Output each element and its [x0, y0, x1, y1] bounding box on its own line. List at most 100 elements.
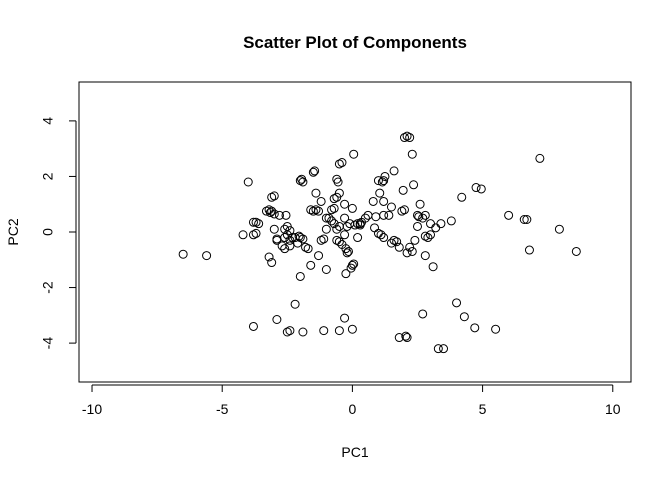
data-point: [308, 206, 318, 216]
data-point: [399, 205, 409, 215]
data-point: [267, 206, 277, 216]
data-point: [301, 242, 311, 252]
data-point: [409, 180, 419, 190]
data-point: [368, 196, 378, 206]
data-point: [504, 210, 514, 220]
data-point: [272, 315, 282, 324]
data-point: [269, 224, 279, 234]
data-point: [251, 228, 261, 238]
data-point: [426, 219, 436, 229]
data-point: [491, 324, 501, 334]
y-tick-label: 4: [40, 117, 56, 125]
data-point: [375, 188, 385, 198]
data-points: [178, 131, 581, 354]
data-point: [379, 196, 389, 206]
y-axis: -4 -2 0 2 4: [40, 117, 77, 350]
data-point: [311, 205, 321, 215]
data-point: [298, 177, 308, 187]
data-point: [261, 206, 271, 216]
data-point: [379, 210, 389, 220]
data-point: [360, 213, 370, 223]
data-point: [243, 177, 253, 187]
data-point: [321, 224, 331, 234]
data-point: [340, 199, 350, 209]
data-point: [420, 210, 430, 220]
data-point: [380, 171, 390, 181]
data-point: [251, 217, 261, 227]
data-point: [402, 333, 412, 343]
y-tick-label: -4: [40, 337, 56, 350]
data-point: [295, 233, 305, 243]
data-point: [295, 271, 305, 281]
data-point: [334, 159, 344, 169]
data-point: [321, 265, 331, 274]
data-point: [407, 149, 417, 159]
data-point: [294, 231, 304, 241]
x-tick-label: 5: [479, 401, 487, 417]
data-point: [254, 219, 264, 229]
data-point: [431, 223, 441, 233]
data-point: [306, 260, 316, 270]
data-point: [329, 203, 339, 213]
data-point: [355, 220, 365, 230]
x-tick-label: -10: [82, 401, 102, 417]
data-point: [436, 219, 446, 229]
data-point: [290, 299, 300, 309]
data-point: [327, 205, 337, 215]
data-point: [415, 199, 425, 209]
data-point: [353, 219, 363, 229]
data-point: [428, 262, 438, 272]
data-point: [420, 251, 430, 261]
data-point: [471, 183, 481, 193]
data-point: [333, 177, 343, 187]
data-point: [337, 158, 347, 168]
data-point: [265, 208, 275, 218]
data-point: [248, 230, 258, 240]
data-point: [310, 166, 320, 176]
data-point: [420, 231, 430, 241]
data-point: [452, 298, 462, 308]
data-point: [459, 312, 469, 322]
data-point: [349, 149, 359, 159]
data-point: [341, 244, 351, 254]
data-point: [319, 326, 329, 336]
data-point: [402, 248, 412, 258]
data-point: [332, 224, 342, 234]
y-axis-label: PC2: [5, 218, 21, 245]
data-point: [343, 246, 353, 256]
data-point: [334, 237, 344, 247]
data-point: [327, 216, 337, 226]
data-point: [285, 235, 295, 245]
data-point: [446, 216, 456, 226]
data-point: [285, 226, 295, 236]
data-point: [295, 176, 305, 186]
data-point: [324, 213, 334, 223]
x-tick-label: 0: [348, 401, 356, 417]
y-tick-label: 0: [40, 228, 56, 236]
data-point: [399, 133, 409, 143]
data-point: [405, 133, 415, 143]
data-point: [379, 233, 389, 243]
data-point: [303, 244, 313, 254]
chart-title: Scatter Plot of Components: [243, 33, 467, 52]
data-point: [280, 244, 290, 254]
data-point: [329, 194, 339, 204]
data-point: [269, 191, 279, 201]
x-axis: -10 -5 0 5 10: [82, 384, 621, 417]
data-point: [282, 327, 292, 337]
data-point: [340, 313, 350, 323]
data-point: [426, 230, 436, 240]
data-point: [340, 213, 350, 223]
data-point: [311, 188, 321, 198]
data-point: [347, 203, 357, 213]
data-point: [398, 185, 408, 195]
data-point: [285, 326, 295, 336]
data-point: [329, 219, 339, 229]
data-point: [571, 246, 581, 256]
data-point: [308, 167, 318, 177]
data-point: [202, 251, 212, 261]
y-tick-label: -2: [40, 281, 56, 294]
data-point: [370, 223, 380, 233]
data-point: [281, 210, 291, 220]
data-point: [314, 251, 324, 261]
